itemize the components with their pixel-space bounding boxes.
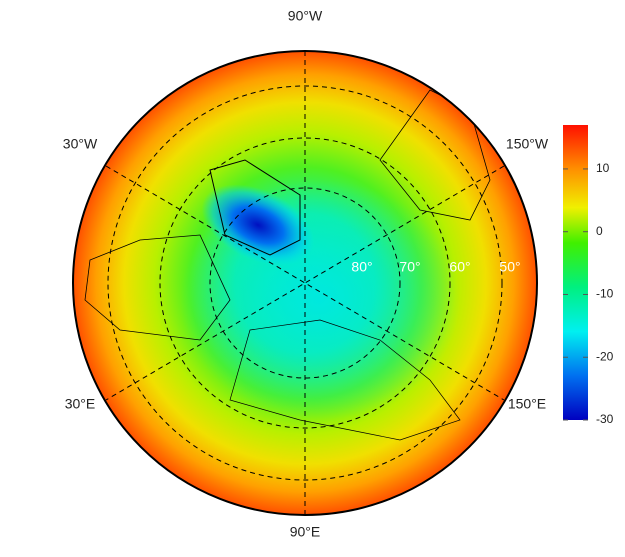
meridian-label: 30°E [65,396,96,412]
temperature-field [73,51,537,515]
meridian-label: 90°E [290,524,321,540]
colorbar-label: -20 [596,349,614,363]
meridian-label: 150°E [508,396,546,412]
parallel-label: 50° [499,259,520,275]
graticule [105,51,505,515]
colorbar-label: -10 [596,287,614,301]
parallel-label: 60° [449,259,470,275]
map-border [72,50,538,516]
meridian-label: 90°W [288,8,323,24]
parallel-label: 80° [351,259,372,275]
parallel-label: 70° [399,259,420,275]
colorbar-label: 0 [596,224,603,238]
meridian-label: 30°W [63,136,98,152]
colorbar-label: 10 [596,161,610,175]
colorbar [563,125,588,420]
colorbar-label: -30 [596,412,614,426]
meridian-label: 150°W [506,136,549,152]
